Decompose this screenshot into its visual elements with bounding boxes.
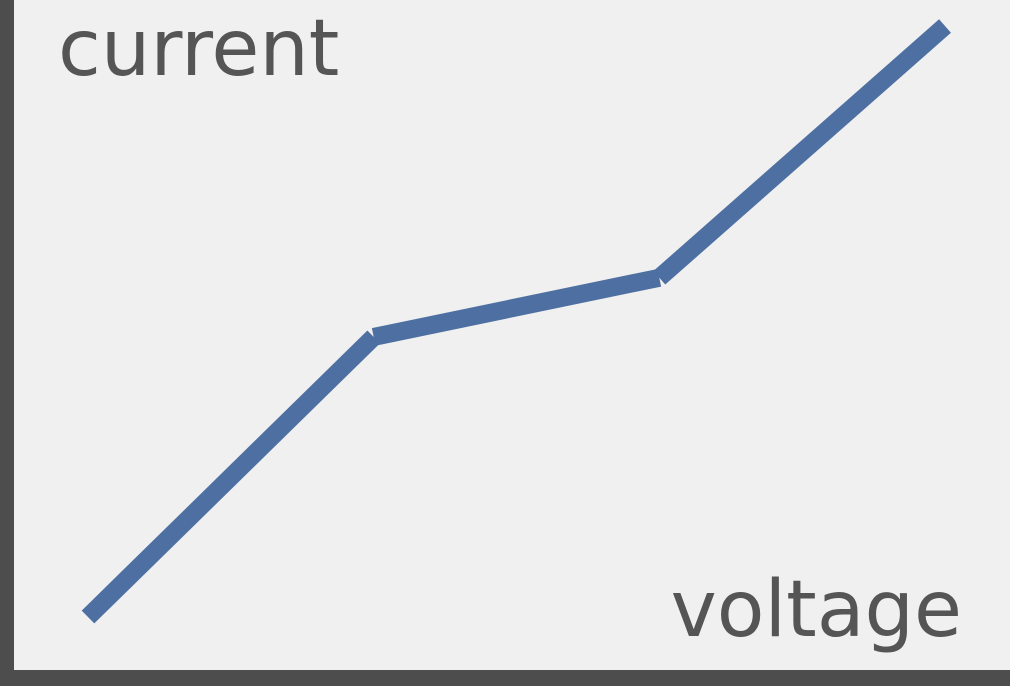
- series-line-segment: [653, 19, 951, 285]
- series-line-segment: [81, 330, 381, 624]
- x-axis-label: voltage: [671, 565, 962, 655]
- y-axis-label: current: [58, 4, 339, 94]
- series-line-segment: [371, 268, 662, 346]
